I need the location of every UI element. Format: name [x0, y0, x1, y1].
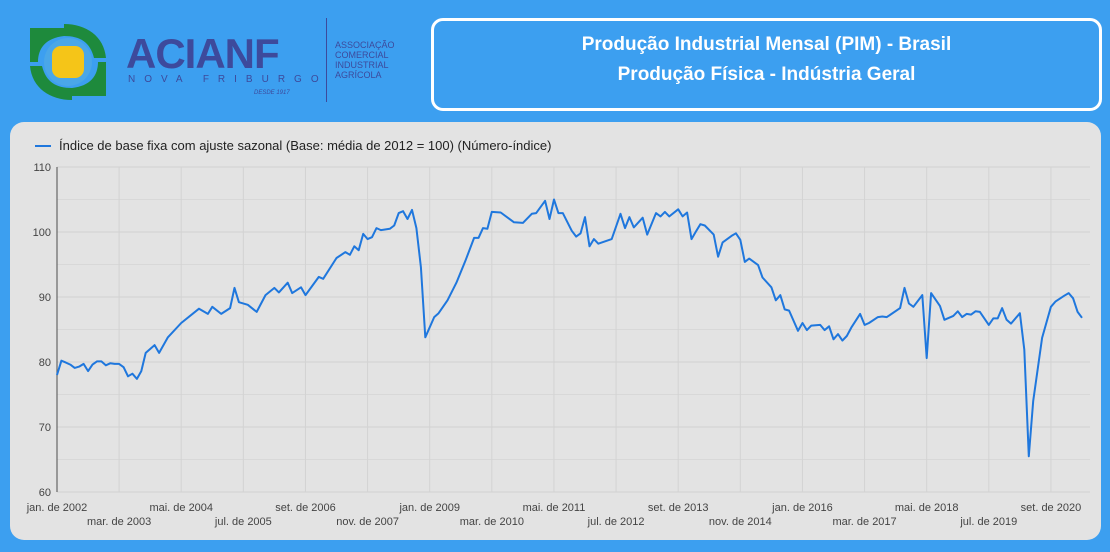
brand-since: DESDE 1917: [254, 90, 290, 96]
tagline-line: AGRÍCOLA: [335, 70, 382, 80]
x-tick-label: set. de 2020: [1021, 502, 1082, 514]
brand-city: NOVA FRIBURGO: [128, 74, 328, 85]
y-axis: 60 70 80 90 100 110: [33, 162, 51, 499]
brand-tagline: ASSOCIAÇÃO COMERCIAL INDUSTRIAL AGRÍCOLA: [335, 40, 395, 80]
brand-name: ACIANF: [126, 30, 280, 77]
x-tick-label: jan. de 2009: [398, 502, 460, 514]
x-tick-label: nov. de 2007: [336, 516, 399, 528]
x-tick-label: jan. de 2016: [771, 502, 833, 514]
legend-label: Índice de base fixa com ajuste sazonal (…: [59, 138, 552, 153]
y-tick-label: 60: [39, 487, 51, 499]
acianf-logo: ACIANF NOVA FRIBURGO DESDE 1917 ASSOCIAÇ…: [24, 18, 404, 104]
y-tick-label: 80: [39, 357, 51, 369]
x-tick-label: mar. de 2010: [460, 516, 524, 528]
legend-swatch: [35, 144, 51, 147]
title-box: Produção Industrial Mensal (PIM) - Brasi…: [431, 18, 1102, 111]
series-line: [56, 198, 1083, 458]
x-tick-label: mai. de 2018: [895, 502, 959, 514]
y-tick-label: 100: [33, 227, 51, 239]
x-tick-label: jan. de 2002: [26, 502, 88, 514]
grid: [56, 166, 1090, 493]
y-tick-label: 110: [33, 162, 51, 174]
x-tick-label: set. de 2006: [275, 502, 336, 514]
tagline-line: INDUSTRIAL: [335, 60, 389, 70]
title-line-2: Produção Física - Indústria Geral: [617, 64, 916, 85]
logo-emblem-icon: [30, 24, 106, 100]
y-tick-label: 70: [39, 422, 51, 434]
title-line-1: Produção Industrial Mensal (PIM) - Brasi…: [581, 34, 952, 55]
tagline-line: COMERCIAL: [335, 50, 389, 60]
chart-legend[interactable]: Índice de base fixa com ajuste sazonal (…: [35, 138, 551, 153]
tagline-line: ASSOCIAÇÃO: [335, 40, 395, 50]
x-tick-label: nov. de 2014: [709, 516, 772, 528]
x-tick-label: mai. de 2004: [149, 502, 213, 514]
x-tick-label: mar. de 2003: [87, 516, 151, 528]
y-tick-label: 90: [39, 292, 51, 304]
logo-divider: [326, 18, 327, 102]
chart-card: Índice de base fixa com ajuste sazonal (…: [10, 122, 1101, 540]
x-tick-label: jul. de 2005: [214, 516, 272, 528]
logo-graphic: [30, 24, 106, 100]
x-tick-label: mai. de 2011: [523, 502, 586, 514]
x-tick-label: jul. de 2019: [959, 516, 1017, 528]
line-chart: 60 70 80 90 100 110 jan. de 2002 mar. de 2003 m…: [26, 162, 1090, 528]
x-tick-label: jul. de 2012: [587, 516, 645, 528]
x-tick-label: mar. de 2017: [832, 516, 896, 528]
x-tick-label: set. de 2013: [648, 502, 709, 514]
